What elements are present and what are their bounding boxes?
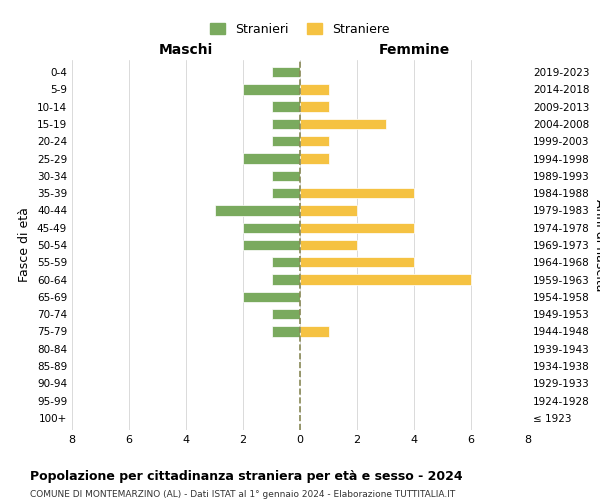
Bar xyxy=(243,154,300,164)
Y-axis label: Anni di nascita: Anni di nascita xyxy=(593,198,600,291)
Bar xyxy=(300,102,329,112)
Bar xyxy=(243,84,300,94)
Bar xyxy=(300,84,329,94)
Text: COMUNE DI MONTEMARZINO (AL) - Dati ISTAT al 1° gennaio 2024 - Elaborazione TUTTI: COMUNE DI MONTEMARZINO (AL) - Dati ISTAT… xyxy=(30,490,455,499)
Bar xyxy=(215,205,300,216)
Bar xyxy=(300,136,329,146)
Bar xyxy=(300,154,329,164)
Bar xyxy=(300,222,414,233)
Bar xyxy=(300,257,414,268)
Bar xyxy=(271,326,300,336)
Bar xyxy=(300,188,414,198)
Bar xyxy=(300,326,329,336)
Bar xyxy=(271,274,300,285)
Bar xyxy=(243,240,300,250)
Bar xyxy=(300,274,471,285)
Bar xyxy=(243,222,300,233)
Text: Maschi: Maschi xyxy=(159,42,213,56)
Text: Popolazione per cittadinanza straniera per età e sesso - 2024: Popolazione per cittadinanza straniera p… xyxy=(30,470,463,483)
Bar xyxy=(271,188,300,198)
Legend: Stranieri, Straniere: Stranieri, Straniere xyxy=(205,18,395,41)
Bar xyxy=(271,136,300,146)
Bar xyxy=(243,292,300,302)
Bar xyxy=(271,119,300,129)
Bar xyxy=(271,170,300,181)
Bar xyxy=(271,102,300,112)
Y-axis label: Fasce di età: Fasce di età xyxy=(19,208,31,282)
Bar xyxy=(271,257,300,268)
Bar xyxy=(300,119,386,129)
Text: Femmine: Femmine xyxy=(379,42,449,56)
Bar xyxy=(271,309,300,320)
Bar xyxy=(300,240,357,250)
Bar xyxy=(271,67,300,78)
Bar xyxy=(300,205,357,216)
